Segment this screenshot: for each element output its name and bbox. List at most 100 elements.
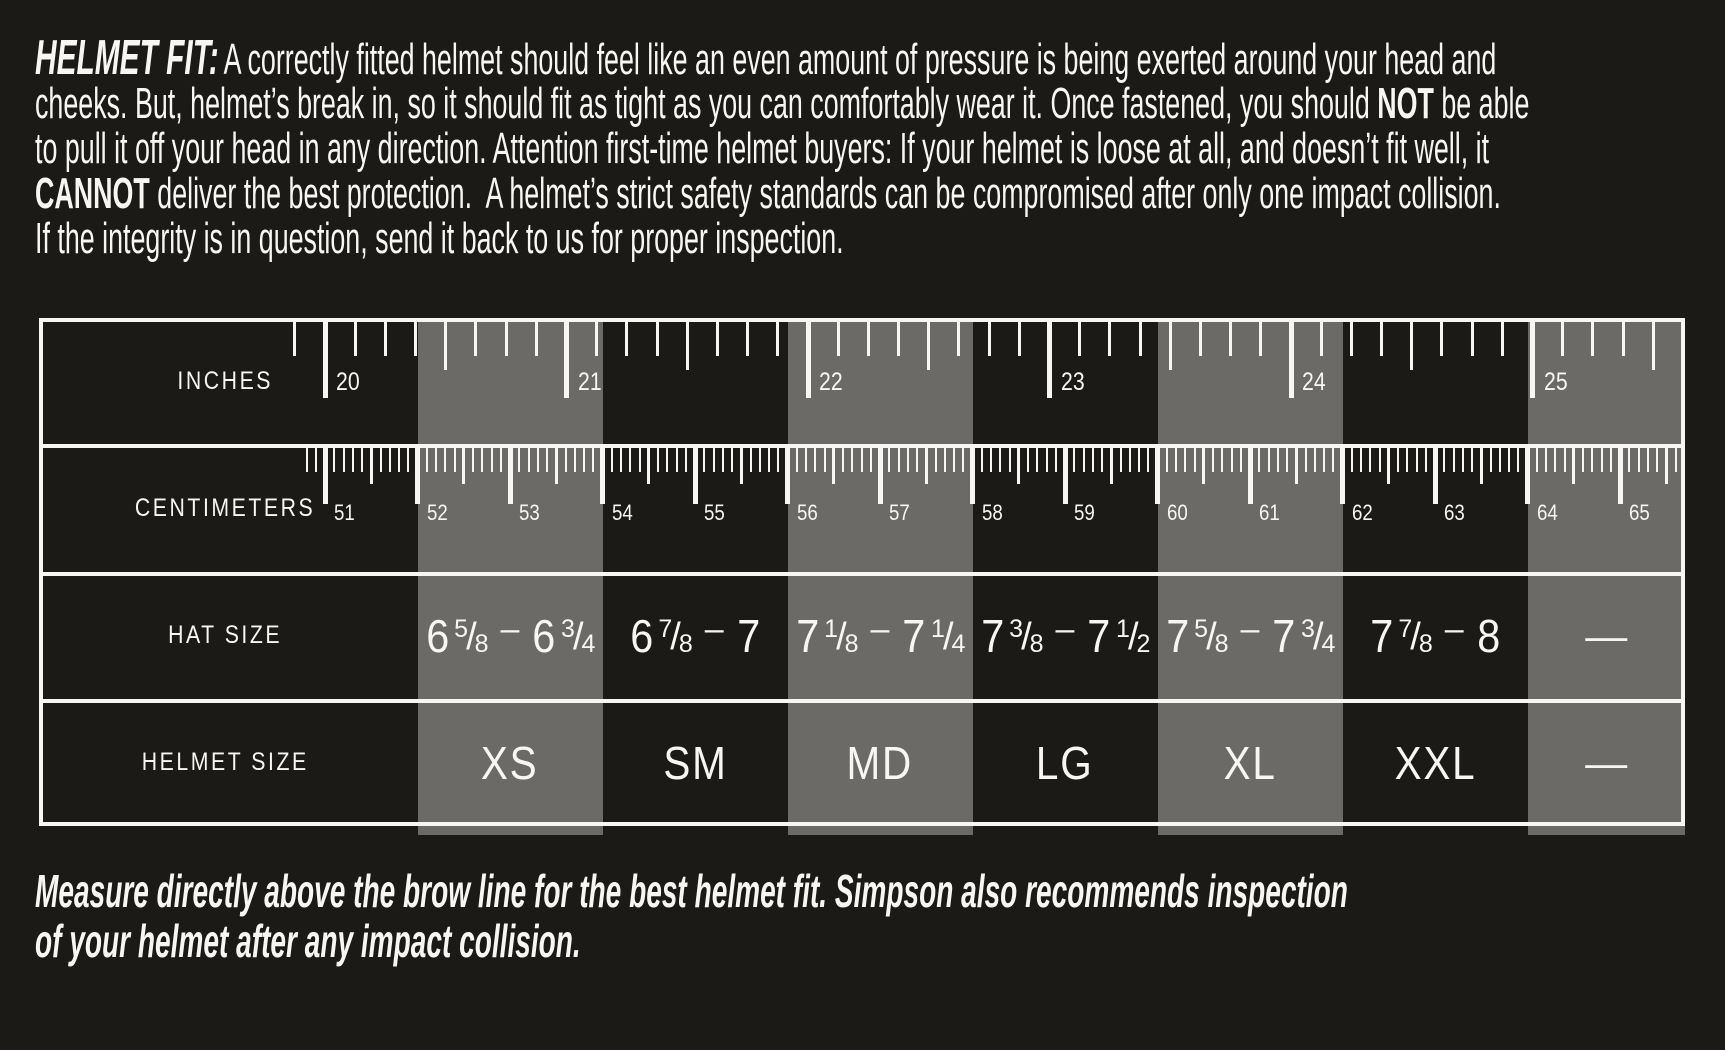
helmet-size-cell-md: MD	[788, 699, 973, 826]
helmet-size-value: XL	[1223, 736, 1277, 789]
inch-tick	[1017, 322, 1021, 356]
cm-tick	[351, 448, 354, 472]
inch-tick	[1380, 322, 1384, 356]
hat-size-whole: 7	[736, 609, 760, 662]
paragraph-line: HELMET FIT: A correctly fitted helmet sho…	[35, 34, 1529, 84]
hat-size-fraction-numerator: 3	[561, 614, 575, 643]
band-xxl	[1342, 318, 1528, 835]
paragraph-text: NOT	[1377, 79, 1434, 128]
inch-tick	[1229, 322, 1233, 356]
hat-size-value: 6 7/8	[629, 609, 693, 663]
cm-tick	[1397, 448, 1399, 472]
inch-tick	[625, 322, 629, 356]
cm-tick	[1535, 448, 1538, 472]
row-inches: INCHES 20 21 22 23 24 25	[39, 318, 1685, 444]
cm-tick	[684, 448, 687, 472]
hat-size-whole: 7	[902, 609, 926, 662]
cm-tick	[953, 448, 955, 472]
cm-tick	[758, 448, 761, 472]
fraction-slash: /	[1206, 615, 1217, 658]
inch-tick	[444, 322, 448, 370]
cm-tick	[777, 448, 780, 472]
cm-tick	[554, 448, 558, 484]
inch-tick	[504, 322, 508, 356]
cm-tick	[592, 448, 595, 472]
cm-tick	[481, 448, 484, 472]
helmet-size-value: XS	[481, 736, 539, 789]
hat-size-cell-md: 7 1/8–7 1/4	[788, 572, 973, 699]
cm-tick	[472, 448, 474, 472]
cm-tick	[1221, 448, 1224, 472]
hat-size-whole: 7	[1272, 609, 1296, 662]
cm-tick-major	[785, 448, 790, 504]
cm-tick	[712, 448, 715, 472]
inch-tick-major	[564, 322, 569, 398]
inch-tick	[383, 322, 387, 356]
cm-tick	[1471, 448, 1473, 472]
hat-size-fraction-denominator: 8	[1214, 629, 1229, 658]
inch-tick	[1470, 322, 1474, 356]
hat-size-fraction-denominator: 4	[581, 629, 596, 658]
inch-tick	[1168, 322, 1172, 370]
cm-tick-label: 51	[334, 500, 355, 525]
paragraph-text: A correctly fitted helmet should feel li…	[223, 35, 1497, 84]
cm-tick-label: 52	[426, 500, 448, 525]
cm-tick	[1443, 448, 1446, 472]
cm-tick	[1508, 448, 1510, 472]
cm-tick	[1637, 448, 1640, 472]
row-hat-size: HAT SIZE 6 5/8–6 3/4 6 7/8–7 7 1/8–7 1/4 7 3/8–7 1…	[39, 572, 1685, 699]
table-border-left	[39, 318, 43, 826]
cm-tick	[675, 448, 678, 472]
cm-tick	[1230, 448, 1233, 472]
inch-tick	[414, 322, 418, 356]
inch-tick	[1349, 322, 1353, 356]
paragraph-text: cheeks. But, helmet’s break in, so it sh…	[35, 79, 1378, 128]
row-header-hat-size: HAT SIZE	[39, 572, 411, 699]
fraction-slash: /	[1127, 615, 1139, 658]
inch-tick	[1591, 322, 1595, 356]
measure-note: Measure directly above the brow line for…	[35, 866, 1725, 966]
helmet-size-value: MD	[846, 736, 914, 789]
fraction-slash: /	[670, 615, 681, 658]
cm-tick	[1424, 448, 1427, 472]
band-xs	[417, 318, 603, 835]
cm-tick	[629, 448, 632, 472]
cm-tick	[1276, 448, 1279, 472]
cm-tick	[1054, 448, 1057, 472]
hat-size-fraction-denominator: 4	[951, 629, 966, 658]
cm-tick	[361, 448, 363, 472]
cm-tick	[1304, 448, 1307, 472]
cm-tick-label: 60	[1166, 500, 1188, 525]
cm-tick	[897, 448, 900, 472]
fraction-slash: /	[1312, 615, 1324, 658]
cm-tick-label: 54	[611, 500, 633, 525]
hat-size-value: 7 1/4	[901, 609, 966, 663]
cm-tick	[1360, 448, 1362, 472]
hat-size-value: 7 3/4	[1271, 609, 1336, 663]
inch-tick-major	[1530, 322, 1535, 398]
cm-tick-major	[1247, 448, 1253, 504]
cm-tick-label: 58	[981, 500, 1003, 525]
inch-tick	[1651, 322, 1655, 370]
band-sm	[602, 318, 788, 835]
helmet-size-cell-xxl: XXL	[1343, 699, 1528, 826]
fraction-slash: /	[1021, 615, 1032, 658]
inch-tick	[1198, 322, 1202, 356]
cm-tick	[620, 448, 622, 472]
cm-tick	[1369, 448, 1372, 472]
cm-tick	[1258, 448, 1261, 472]
inch-tick	[1108, 322, 1112, 356]
range-separator: –	[704, 610, 724, 648]
cm-tick	[1452, 448, 1455, 472]
cm-tick	[731, 448, 733, 472]
cm-tick-label: 64	[1536, 500, 1558, 525]
cm-tick	[1239, 448, 1242, 472]
hat-size-fraction-numerator: 1	[931, 614, 945, 643]
hat-size-whole: 6	[425, 609, 449, 662]
cm-tick	[1184, 448, 1187, 472]
cm-tick	[435, 448, 437, 472]
inch-tick	[534, 322, 538, 356]
cm-tick	[657, 448, 659, 472]
fraction-slash: /	[836, 615, 847, 658]
helmet-size-cell-lg: LG	[973, 699, 1158, 826]
